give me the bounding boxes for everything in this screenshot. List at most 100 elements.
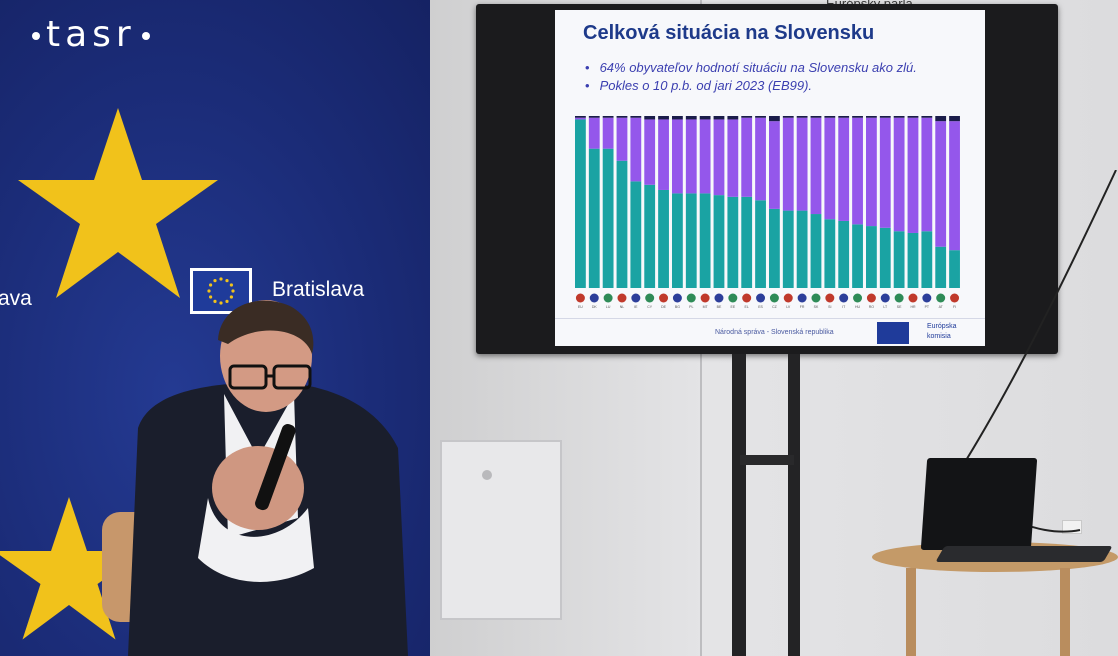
bar-segment (907, 117, 919, 233)
category-label: LV (786, 305, 791, 308)
watermark-dot-icon (32, 32, 40, 40)
bar-segment (796, 210, 808, 288)
bar-segment (672, 116, 683, 120)
bar-segment (658, 119, 669, 190)
bar-segment (588, 148, 600, 288)
category-label: PL (689, 305, 693, 308)
bar-segment (949, 116, 960, 122)
bar-segment (824, 219, 836, 288)
bar-segment (741, 116, 753, 118)
slide-footer: Národná správa - Slovenská republika Eur… (555, 318, 985, 346)
bar-segment (602, 148, 614, 288)
slide-bullets: 64% obyvateľov hodnotí situáciu na Slove… (585, 60, 917, 96)
bar-segment (685, 193, 697, 288)
slide-title: Celková situácia na Slovensku (583, 22, 875, 44)
flag-star (229, 295, 233, 299)
category-label: DE (661, 305, 667, 308)
bar-segment (699, 193, 711, 288)
bar-segment (672, 193, 683, 288)
bar-segment (616, 160, 628, 288)
bar-segment (796, 116, 808, 118)
country-flag-icon (631, 293, 641, 303)
bar-segment (755, 116, 766, 118)
bar-segment (727, 119, 739, 197)
flag-star (225, 299, 229, 303)
country-flag-icon (700, 293, 710, 303)
bar-segment (921, 117, 933, 232)
country-flag-icon (686, 293, 696, 303)
tv-stand (788, 354, 800, 656)
bar-segment (602, 117, 614, 149)
table-leg (906, 568, 916, 656)
laptop (920, 458, 1038, 550)
bar-segment (769, 208, 780, 288)
category-label: FR (800, 305, 805, 308)
flag-star (225, 279, 229, 283)
category-label: SI (828, 305, 831, 308)
bar-segment (879, 227, 891, 288)
bar-segment (630, 117, 642, 182)
country-flag-icon (659, 293, 669, 303)
country-flag-icon (672, 293, 682, 303)
presentation-slide: Celková situácia na Slovensku 64% obyvat… (555, 10, 985, 346)
category-label: FI (953, 305, 956, 308)
bar-segment (630, 181, 642, 288)
bar-segment (769, 121, 780, 209)
slide-bullet: Pokles o 10 p.b. od jari 2023 (EB99). (585, 78, 917, 93)
country-flag-icon (880, 293, 890, 303)
bar-segment (852, 116, 863, 118)
bar-segment (907, 232, 919, 288)
bar-segment (727, 116, 739, 120)
category-label: LT (883, 305, 888, 308)
bar-segment (588, 116, 600, 118)
bar-segment (699, 119, 711, 194)
bar-segment (935, 246, 947, 288)
bar-segment (602, 116, 614, 118)
bar-segment (824, 116, 836, 118)
country-flag-icon (645, 293, 655, 303)
bar-segment (782, 117, 794, 211)
category-label: EU (578, 305, 583, 308)
category-label: CZ (772, 305, 778, 308)
bar-segment (769, 116, 780, 122)
country-flag-icon (783, 293, 793, 303)
country-flag-icon (617, 293, 627, 303)
bar-segment (921, 116, 933, 118)
country-flag-icon (922, 293, 932, 303)
ec-logo-icon (877, 322, 909, 344)
bar-segment (810, 117, 822, 215)
stacked-bar-chart: EU DK LU NL IE CY DE BG PL MT BE EE EL ES CZ LV FR SK SI IT… (575, 116, 960, 308)
bar-segment (810, 214, 822, 288)
bar-segment (644, 184, 656, 288)
country-flag-icon (894, 293, 904, 303)
bar-segment (866, 226, 877, 288)
bar-segment (782, 116, 794, 118)
speaker (128, 300, 408, 656)
flag-star (219, 277, 223, 281)
bar-segment (921, 231, 933, 288)
bar-segment (810, 116, 822, 118)
category-label: EE (730, 305, 735, 308)
slide-bullet: 64% obyvateľov hodnotí situáciu na Slove… (585, 60, 917, 75)
tasr-watermark: tasr (26, 14, 156, 55)
bar-segment (727, 196, 739, 288)
watermark-dot-icon (141, 32, 150, 40)
country-flag-icon (756, 293, 766, 303)
category-label: AT (939, 305, 944, 308)
bar-segment (838, 220, 850, 288)
flag-star (209, 283, 213, 287)
bar-segment (879, 116, 891, 118)
flag-star (209, 295, 213, 299)
table-leg (1060, 568, 1070, 656)
bar-segment (949, 250, 960, 288)
cabinet-handle (482, 470, 492, 480)
flag-star (219, 301, 223, 305)
bar-segment (893, 117, 905, 232)
bar-segment (588, 117, 600, 149)
category-label: NL (620, 305, 625, 308)
bar-segment (713, 116, 725, 120)
bar-segment (644, 119, 656, 185)
category-label: HU (855, 305, 861, 308)
bar-segment (907, 116, 919, 118)
bar-segment (713, 195, 725, 288)
